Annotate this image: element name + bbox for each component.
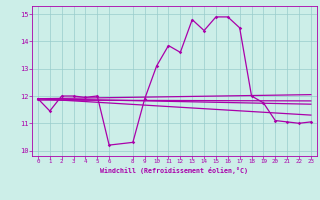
- X-axis label: Windchill (Refroidissement éolien,°C): Windchill (Refroidissement éolien,°C): [100, 167, 248, 174]
